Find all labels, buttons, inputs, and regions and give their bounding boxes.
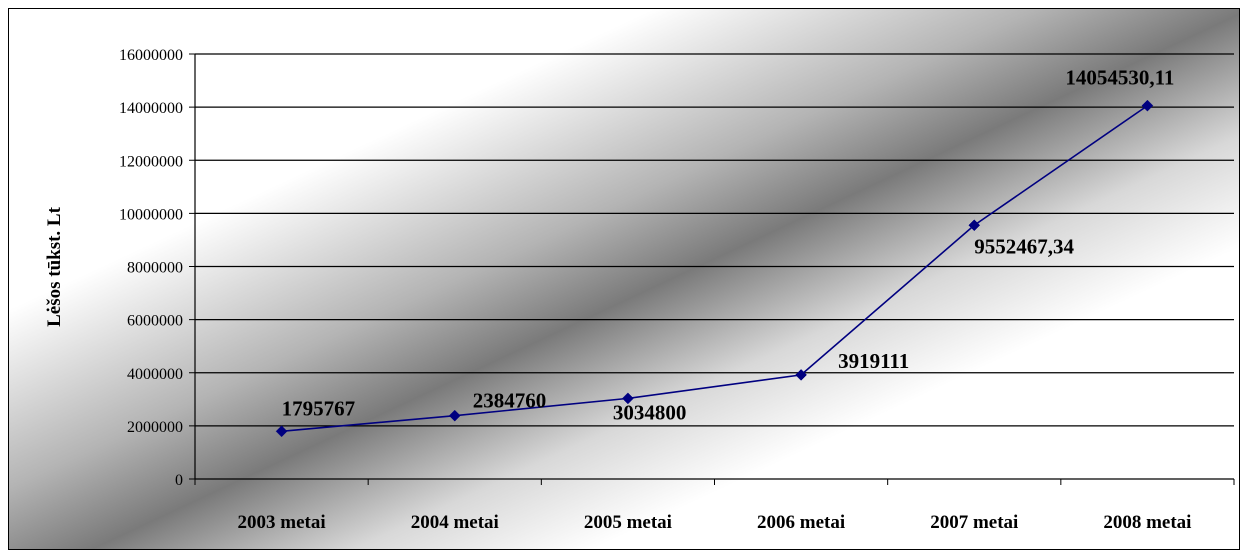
data-label: 2384760 — [473, 389, 547, 413]
data-point-marker — [622, 392, 634, 405]
data-point-marker — [275, 425, 288, 438]
x-tick-label: 2004 metai — [411, 512, 499, 533]
x-tick-label: 2007 metai — [930, 512, 1018, 533]
data-label: 14054530,11 — [1065, 66, 1174, 90]
x-tick-label: 2008 metai — [1103, 512, 1191, 533]
y-tick-label: 10000000 — [119, 206, 183, 223]
y-tick-label: 14000000 — [119, 100, 183, 117]
data-point-marker — [795, 369, 807, 381]
x-tick-label: 2006 metai — [757, 512, 845, 533]
data-point-marker — [1141, 99, 1154, 112]
x-tick-label: 2003 metai — [238, 512, 326, 533]
y-tick-label: 2000000 — [127, 419, 183, 436]
data-label: 9552467,34 — [974, 234, 1074, 258]
gridlines — [195, 53, 1234, 427]
data-label: 1795767 — [282, 396, 356, 420]
y-tick-label: 0 — [175, 472, 183, 489]
chart-frame — [8, 8, 1240, 550]
data-point-marker — [448, 409, 461, 422]
x-tick-label: 2005 metai — [584, 512, 672, 533]
y-tick-label: 4000000 — [127, 366, 183, 383]
y-tick-label: 16000000 — [119, 47, 183, 64]
series-line — [275, 99, 1154, 438]
y-axis-ticks: 0 2000000 4000000 6000000 8000000 10000000 120… — [119, 47, 195, 489]
data-label: 3034800 — [613, 400, 687, 424]
data-point-marker — [968, 219, 981, 232]
data-labels: 1795767 2384760 3034800 3919111 9552467,34 14… — [282, 66, 1175, 425]
data-label: 3919111 — [838, 349, 909, 373]
y-tick-label: 12000000 — [119, 153, 183, 170]
y-tick-label: 6000000 — [127, 313, 183, 330]
y-axis-title: Lėšos tūkst. Lt — [44, 206, 65, 326]
y-tick-label: 8000000 — [127, 260, 183, 277]
series-line-path — [281, 105, 1148, 433]
x-axis-ticks: 2003 metai 2004 metai 2005 metai 2006 metai… — [194, 479, 1235, 533]
